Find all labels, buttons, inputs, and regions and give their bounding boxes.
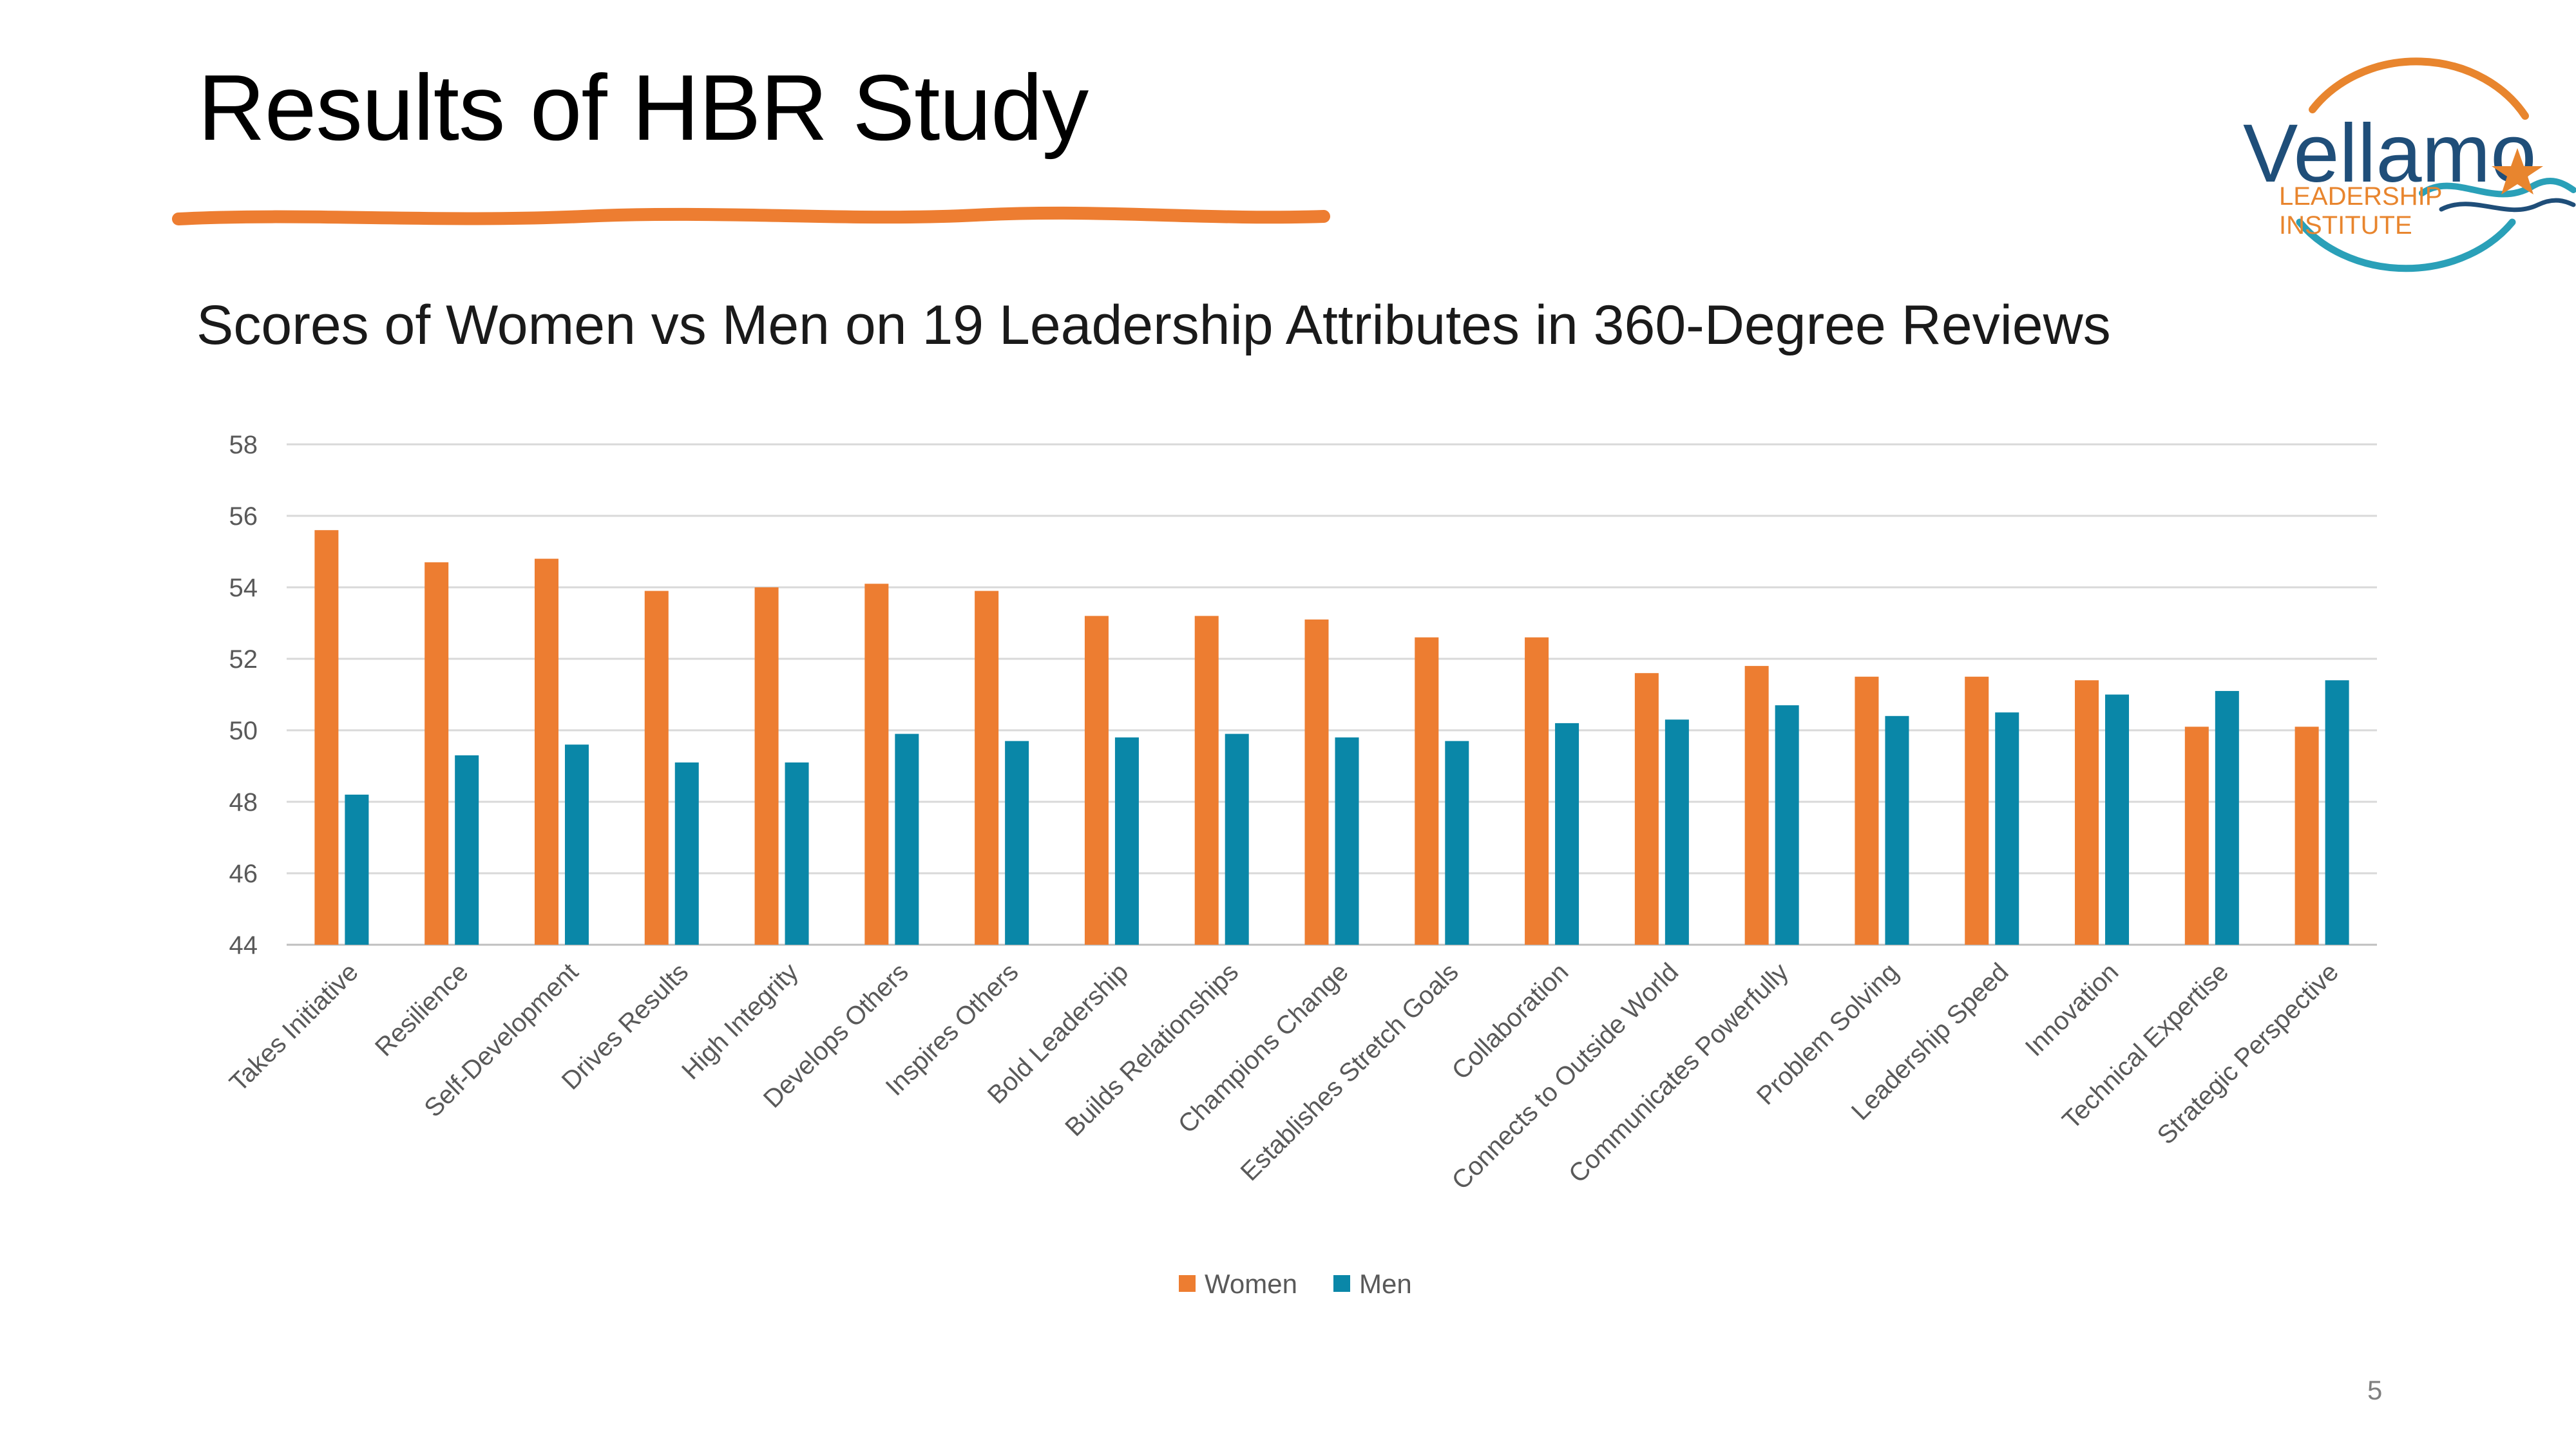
x-axis-labels: Takes Initiative ResilienceSelf-Developme… [224, 958, 2344, 1195]
bar-men [564, 744, 589, 945]
legend-swatch-women [1179, 1275, 1196, 1292]
bars [314, 530, 2349, 945]
bar-women [975, 591, 999, 945]
bar-women [425, 562, 449, 945]
bar-women [314, 530, 339, 945]
logo-brand-text: Vellamo [2243, 108, 2536, 200]
chart-subtitle: Scores of Women vs Men on 19 Leadership … [196, 294, 2111, 356]
bar-women [1965, 676, 1989, 945]
legend-label-women: Women [1205, 1269, 1297, 1299]
legend: Women Men [1179, 1269, 1412, 1299]
bar-women [1415, 637, 1439, 945]
bar-women [2075, 680, 2099, 945]
bar-men [674, 762, 699, 945]
bar-men [1445, 741, 1469, 945]
bar-women [1194, 616, 1219, 945]
y-tick-label: 56 [229, 502, 258, 531]
bar-women [644, 591, 669, 945]
bar-women [1304, 619, 1329, 945]
bar-women [1634, 673, 1659, 945]
bar-men [345, 794, 369, 945]
y-axis-ticks: 44 46 48 50 52 54 56 58 [229, 431, 258, 960]
bar-women [864, 583, 889, 945]
bar-women [534, 558, 558, 945]
legend-swatch-men [1333, 1275, 1350, 1292]
bar-women [2295, 726, 2319, 945]
slide-title: Results of HBR Study [198, 55, 1089, 160]
bar-men [2215, 690, 2239, 945]
logo-line2: INSTITUTE [2279, 211, 2412, 240]
bar-men [455, 755, 479, 945]
y-tick-label: 50 [229, 717, 258, 745]
logo-line1: LEADERSHIP [2279, 182, 2442, 211]
bar-men [2105, 694, 2130, 945]
x-tick-label: Innovation [2020, 958, 2124, 1062]
y-tick-label: 48 [229, 788, 258, 817]
logo-orange-arc [2309, 57, 2529, 120]
title-underline [172, 206, 1330, 225]
page-number: 5 [2367, 1375, 2383, 1405]
bar-women [1744, 666, 1769, 945]
bar-men [1225, 734, 1249, 945]
bar-men [1335, 737, 1359, 945]
bar-women [1084, 616, 1109, 945]
x-tick-label: Strategic Perspective [2152, 958, 2344, 1150]
bar-men [895, 734, 919, 945]
y-tick-label: 44 [229, 931, 258, 960]
bar-women [1855, 676, 1879, 945]
gridlines [287, 443, 2377, 946]
x-tick-label: Communicates Powerfully [1563, 958, 1794, 1188]
bar-men [1885, 715, 1909, 945]
x-tick-label: Establishes Stretch Goals [1236, 958, 1464, 1186]
bar-men [1665, 719, 1689, 945]
logo-wave-icon-2 [2439, 198, 2576, 213]
x-tick-label: Connects to Outside World [1447, 958, 1684, 1195]
bar-men [1775, 705, 1799, 945]
bar-men [785, 762, 809, 945]
legend-label-men: Men [1359, 1269, 1412, 1299]
bar-women [2184, 726, 2209, 945]
bar-men [1555, 723, 1579, 945]
y-tick-label: 52 [229, 645, 258, 674]
logo-teal-arc [2296, 218, 2516, 272]
x-tick-label: Resilience [370, 958, 474, 1062]
y-tick-label: 54 [229, 574, 258, 602]
bar-women [754, 587, 779, 945]
x-tick-label: Takes Initiative [224, 958, 364, 1097]
bar-men [2325, 680, 2349, 945]
bar-men [1005, 741, 1029, 945]
vellamo-logo: Vellamo LEADERSHIP INSTITUTE [2229, 39, 2576, 290]
logo-wave-icon [2419, 178, 2576, 198]
bar-women [1525, 637, 1549, 945]
starfish-icon [2492, 148, 2543, 194]
bar-men [1114, 737, 1139, 945]
y-tick-label: 58 [229, 431, 258, 459]
bar-men [1995, 712, 2019, 945]
y-tick-label: 46 [229, 860, 258, 888]
